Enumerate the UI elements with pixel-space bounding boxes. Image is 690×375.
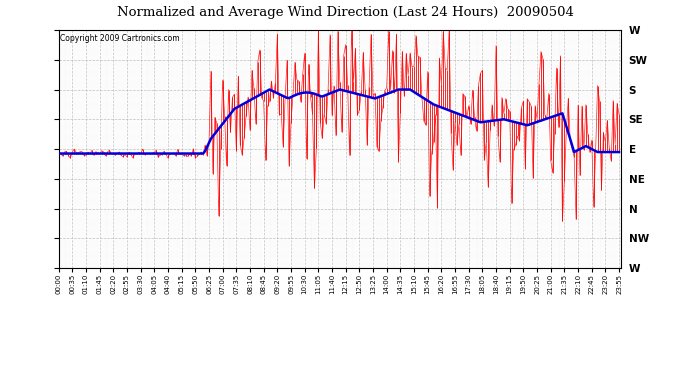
Text: Normalized and Average Wind Direction (Last 24 Hours)  20090504: Normalized and Average Wind Direction (L… [117, 6, 573, 19]
Text: Copyright 2009 Cartronics.com: Copyright 2009 Cartronics.com [60, 34, 179, 43]
